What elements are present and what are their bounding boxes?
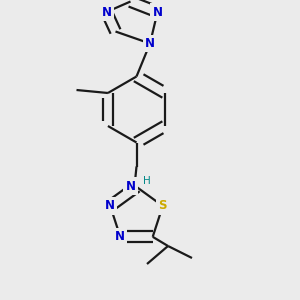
Text: N: N	[101, 5, 112, 19]
Text: N: N	[115, 230, 125, 243]
Text: N: N	[125, 179, 136, 193]
Text: N: N	[105, 200, 115, 212]
Text: S: S	[158, 200, 167, 212]
Text: N: N	[152, 5, 163, 19]
Text: N: N	[145, 37, 155, 50]
Text: H: H	[143, 176, 151, 187]
